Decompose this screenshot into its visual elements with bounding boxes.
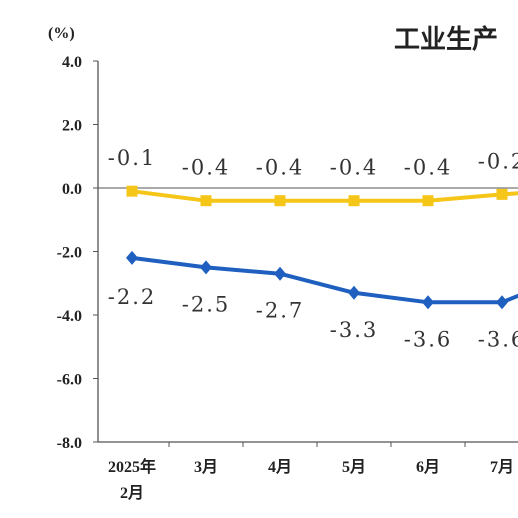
data-label: -2.7 <box>256 299 305 323</box>
y-axis-unit-label: (%) <box>48 25 75 42</box>
y-tick-label: -2.0 <box>57 245 82 262</box>
data-point <box>422 195 434 207</box>
series-2: -2.2 -2.5 -2.7 -3.3 -3.6 -3.6 <box>108 250 518 351</box>
x-tick-label: 5月 <box>342 458 366 476</box>
series-1: -0.1 -0.4 -0.4 -0.4 -0.4 -0.2 <box>108 146 518 207</box>
x-tick-label: 6月 <box>416 458 440 476</box>
data-point <box>496 295 508 310</box>
data-point <box>274 195 286 207</box>
data-label: -0.4 <box>256 156 305 180</box>
data-point <box>200 195 212 207</box>
y-tick-label: -4.0 <box>57 308 82 325</box>
data-label: -0.2 <box>478 149 518 173</box>
data-label: -2.5 <box>182 292 231 316</box>
data-point <box>126 185 138 197</box>
y-tick-label: -8.0 <box>57 435 82 452</box>
x-tick-label: 4月 <box>268 458 292 476</box>
x-axis-ticks: 2025年 2月 3月 4月 5月 6月 7月 <box>108 442 514 502</box>
data-label: -0.4 <box>182 156 231 180</box>
y-axis-ticks: 4.0 2.0 0.0 -2.0 -4.0 -6.0 -8.0 <box>57 54 98 452</box>
data-point <box>126 250 138 265</box>
data-label: -2.2 <box>108 285 157 309</box>
y-tick-label: 2.0 <box>62 118 82 135</box>
data-point <box>200 260 212 275</box>
data-label: -0.1 <box>108 146 157 170</box>
y-tick-label: 4.0 <box>62 54 82 71</box>
data-label: -3.6 <box>478 327 518 351</box>
data-point <box>348 195 360 207</box>
data-label: -3.6 <box>404 327 453 351</box>
x-tick-label: 3月 <box>194 458 218 476</box>
data-label: -0.4 <box>404 156 453 180</box>
data-label: -0.4 <box>330 156 379 180</box>
y-tick-label: 0.0 <box>62 181 82 198</box>
data-point <box>348 285 360 300</box>
series-layer: -0.1 -0.4 -0.4 -0.4 -0.4 -0.2 -2.2 -2.5 -2.7 -3.3… <box>108 146 518 351</box>
axes <box>97 61 518 443</box>
x-tick-label: 2025年 2月 <box>108 457 156 502</box>
y-tick-label: -6.0 <box>57 372 82 389</box>
x-tick-label: 7月 <box>490 458 514 476</box>
chart-title: 工业生产 <box>394 25 498 55</box>
data-label: -3.3 <box>330 318 379 342</box>
data-point <box>274 266 286 281</box>
data-point <box>496 188 508 200</box>
data-point <box>422 295 434 310</box>
series-line <box>131 189 518 203</box>
